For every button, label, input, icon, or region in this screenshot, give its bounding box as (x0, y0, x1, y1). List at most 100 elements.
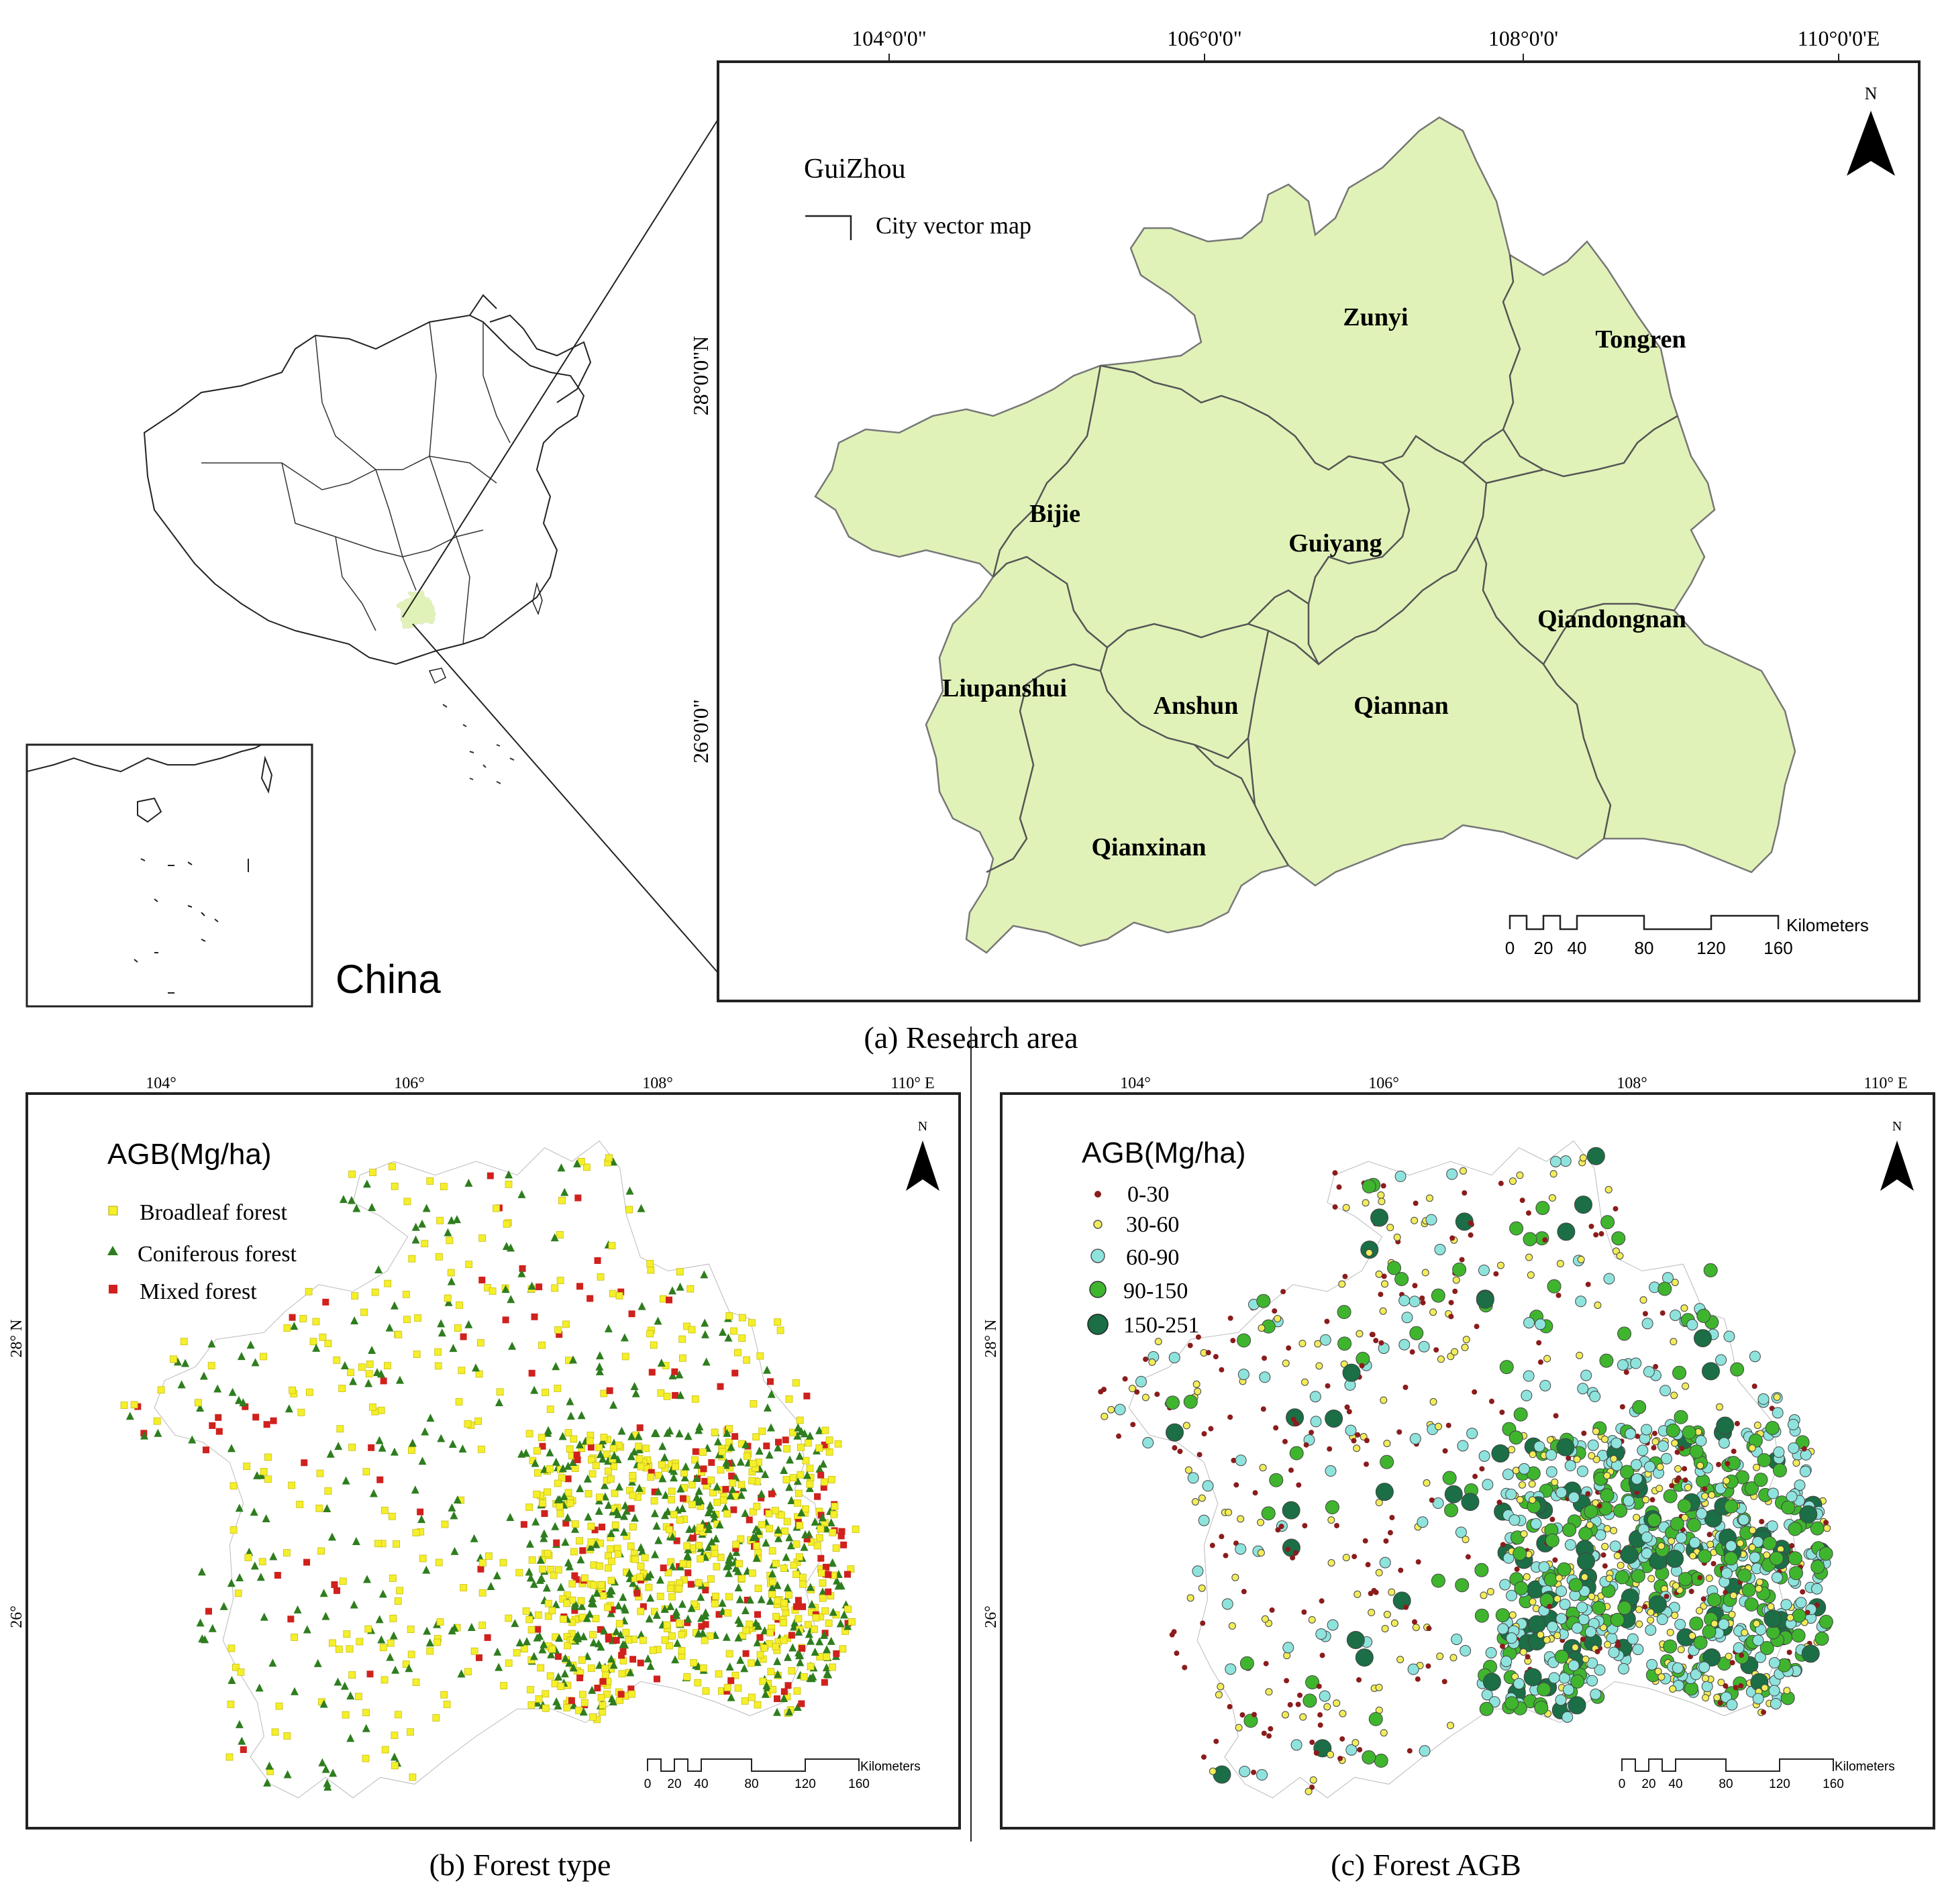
broadleaf-point (832, 1544, 840, 1552)
mixed-point (606, 1387, 613, 1394)
agb-90-150-point (1788, 1566, 1803, 1581)
broadleaf-point (595, 1444, 603, 1452)
coniferous-point (447, 1277, 456, 1285)
broadleaf-point (848, 1618, 856, 1626)
agb-30-60-point (1705, 1575, 1713, 1583)
agb-60-90-point (1768, 1685, 1780, 1697)
broadleaf-point (607, 1545, 615, 1553)
agb-150-251-point (1556, 1438, 1575, 1457)
city-label-guiyang: Guiyang (1288, 529, 1382, 558)
svg-text:104°: 104° (146, 1075, 176, 1092)
broadleaf-point (753, 1502, 761, 1510)
agb-0-30-point (1378, 1340, 1384, 1346)
coniferous-point (827, 1636, 835, 1645)
agb-30-60-point (1259, 1464, 1267, 1472)
mixed-point (689, 1534, 697, 1542)
broadleaf-point (380, 1676, 389, 1684)
broadleaf-point (441, 1520, 449, 1528)
coniferous-point (675, 1429, 684, 1438)
coniferous-point (620, 1333, 629, 1342)
broadleaf-point (264, 1453, 272, 1461)
agb-30-60-point (1551, 1478, 1559, 1486)
agb-30-60-point (1588, 1452, 1596, 1460)
broadleaf-point (384, 1362, 391, 1370)
agb-90-150-point (1617, 1326, 1632, 1341)
agb-90-150-point (1611, 1231, 1626, 1246)
coniferous-point (713, 1437, 722, 1446)
broadleaf-point (603, 1450, 611, 1459)
broadleaf-point (749, 1508, 757, 1516)
broadleaf-point (563, 1599, 571, 1607)
coniferous-point (368, 1203, 376, 1212)
coniferous-point (707, 1537, 716, 1546)
broadleaf-point (793, 1571, 800, 1579)
broadleaf-point (500, 1682, 508, 1690)
coniferous-point (346, 1691, 355, 1700)
agb-90-150-point (1302, 1693, 1317, 1708)
agb-60-90-point (1686, 1319, 1698, 1331)
agb-0-30-point (1174, 1650, 1180, 1656)
mixed-point (728, 1472, 735, 1479)
broadleaf-point (607, 1577, 615, 1585)
agb-30-60-point (1265, 1688, 1273, 1696)
agb-30-60-point (1549, 1170, 1557, 1178)
agb-90-150-point (1554, 1649, 1569, 1664)
city-label-qianxinan: Qianxinan (1091, 833, 1206, 861)
agb-30-60-point (1684, 1483, 1692, 1491)
broadleaf-point (535, 1695, 543, 1703)
agb-0-30-point (1351, 1438, 1357, 1444)
broadleaf-point (668, 1487, 676, 1495)
agb-30-60-point (1604, 1640, 1612, 1648)
agb-60-90-point (1379, 1556, 1391, 1569)
coniferous-point (323, 1782, 332, 1791)
broadleaf-point (537, 1664, 545, 1672)
coniferous-point (560, 1491, 568, 1500)
agb-0-30-point (1552, 1557, 1558, 1563)
agb-60-90-point (1641, 1424, 1653, 1436)
coniferous-point (467, 1622, 476, 1631)
agb-0-30-point (1325, 1383, 1331, 1389)
broadleaf-point (407, 1626, 415, 1634)
broadleaf-point (440, 1183, 448, 1191)
coniferous-point (713, 1482, 721, 1491)
agb-30-60-point (1378, 1198, 1386, 1206)
agb-90-150-point (1289, 1446, 1304, 1461)
agb-30-60-point (1215, 1691, 1223, 1699)
broadleaf-point (557, 1683, 565, 1690)
agb-30-60-point (1237, 1515, 1245, 1523)
coniferous-point (735, 1619, 744, 1628)
coniferous-point (125, 1412, 134, 1420)
mixed-point (573, 1451, 580, 1459)
svg-text:106°: 106° (1368, 1075, 1399, 1092)
mixed-point (840, 1541, 848, 1548)
coniferous-point (312, 1343, 321, 1352)
agb-30-60-point (1592, 1428, 1600, 1436)
agb-30-60-point (1451, 1348, 1459, 1356)
agb-0-30-point (1288, 1467, 1294, 1473)
agb-60-90-point (1631, 1473, 1643, 1485)
agb-0-30-point (1351, 1554, 1358, 1560)
agb-0-30-point (1200, 1620, 1206, 1626)
mixed-point (821, 1441, 828, 1448)
broadleaf-point (737, 1535, 745, 1543)
agb-30-60-point (1380, 1729, 1388, 1737)
broadleaf-point (813, 1542, 821, 1550)
agb-30-60-point (1148, 1358, 1156, 1366)
broadleaf-point (795, 1615, 803, 1623)
agb-0-30-point (1613, 1206, 1619, 1212)
coniferous-point (502, 1242, 511, 1251)
agb-0-30-point (1284, 1678, 1290, 1684)
agb-30-60-point (1689, 1552, 1697, 1560)
coniferous-point (318, 1758, 327, 1766)
agb-150-251-point (1764, 1609, 1782, 1628)
agb-0-30-point (1549, 1516, 1555, 1522)
mixed-point (599, 1524, 606, 1531)
coniferous-point (805, 1483, 814, 1492)
agb-0-30-point (1588, 1223, 1594, 1229)
coniferous-point (727, 1693, 735, 1701)
legend-coniferous-swatch (107, 1246, 118, 1255)
coniferous-point (313, 1658, 322, 1667)
coniferous-point (362, 1179, 371, 1188)
coniferous-point (761, 1470, 770, 1479)
coniferous-point (783, 1583, 792, 1591)
